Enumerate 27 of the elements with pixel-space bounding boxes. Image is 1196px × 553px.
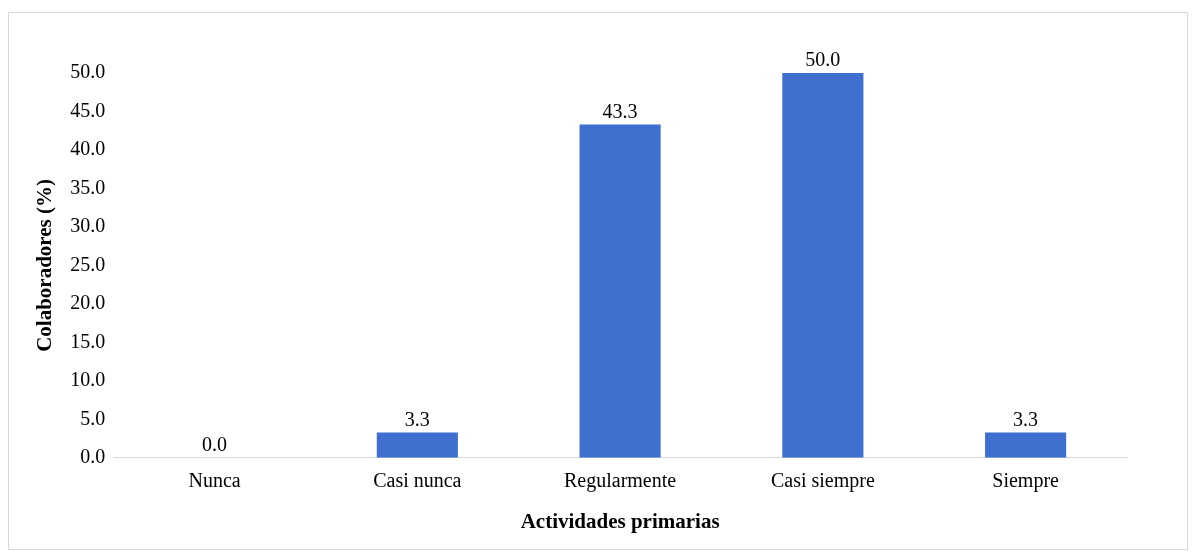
data-label: 0.0 [202,433,228,456]
y-axis-title: Colaboradores (%) [32,178,57,352]
y-tick-label: 5.0 [80,406,106,429]
data-label: 50.0 [805,48,841,71]
y-tick-label: 15.0 [70,329,106,352]
x-tick-label: Casi nunca [373,469,462,492]
y-tick-label: 20.0 [70,291,106,314]
y-tick-label: 25.0 [70,252,106,275]
y-tick-label: 35.0 [70,175,106,198]
x-axis-title: Actividades primarias [520,508,720,533]
x-tick-label: Casi siempre [770,469,875,493]
y-tick-label: 45.0 [70,98,106,121]
x-tick-label: Nunca [188,469,241,492]
bar [782,73,864,458]
y-tick-label: 0.0 [80,445,106,468]
y-tick-label: 10.0 [70,368,106,391]
bar [376,432,458,458]
y-tick-label: 50.0 [70,60,106,83]
bar [985,432,1067,458]
y-tick-label: 40.0 [70,137,106,160]
data-label: 3.3 [404,407,430,430]
data-label: 43.3 [602,99,638,122]
data-label: 3.3 [1013,407,1039,430]
x-tick-label: Regularmente [564,469,677,493]
x-tick-label: Siempre [992,469,1060,493]
bar [579,124,661,458]
y-tick-label: 30.0 [70,214,106,237]
